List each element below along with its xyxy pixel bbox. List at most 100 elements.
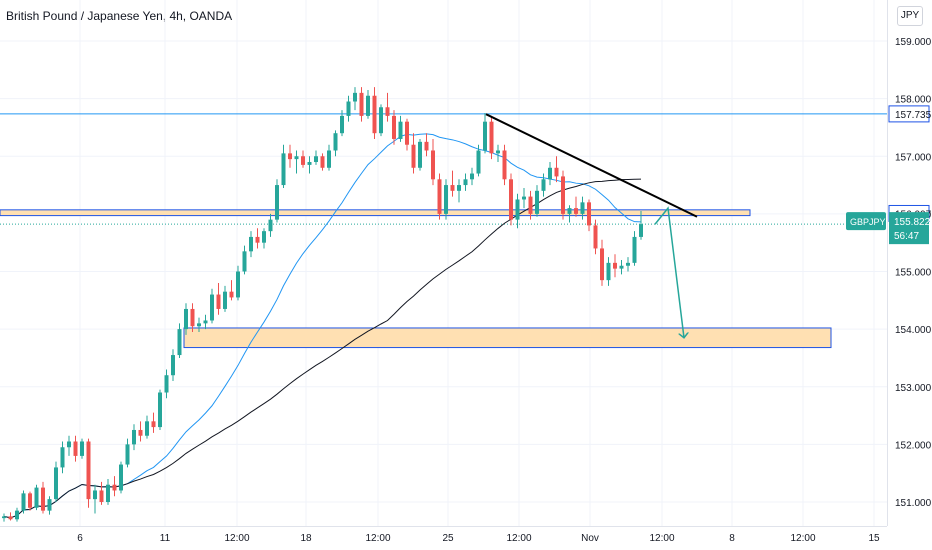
- candle-body: [2, 516, 6, 519]
- candle: [476, 144, 481, 177]
- candle: [366, 89, 370, 119]
- candle-body: [496, 150, 500, 154]
- candle: [372, 87, 377, 139]
- candle-body: [119, 464, 123, 491]
- projection-arrow: [654, 206, 684, 338]
- candle: [509, 173, 513, 226]
- candle: [281, 144, 286, 188]
- candle-body: [158, 392, 162, 428]
- candle: [496, 144, 500, 163]
- lower-zone: [183, 327, 832, 349]
- current-price-badge: [889, 212, 929, 245]
- x-tick-label: 12:00: [649, 533, 674, 544]
- candle: [307, 156, 312, 174]
- candle-body: [151, 421, 156, 428]
- candle-body: [515, 199, 520, 220]
- x-tick-label: 12:00: [365, 533, 390, 544]
- candle: [444, 179, 448, 220]
- candle-body: [73, 441, 78, 456]
- candle: [639, 210, 643, 240]
- candle-body: [457, 185, 461, 191]
- candle: [255, 228, 260, 249]
- candle: [567, 205, 572, 223]
- candle: [359, 87, 364, 122]
- candle-body: [411, 144, 416, 168]
- candle-body: [255, 236, 260, 243]
- candle: [197, 317, 201, 333]
- candle-body: [522, 196, 526, 200]
- time-axis-separator: [0, 526, 887, 527]
- candle: [138, 421, 143, 442]
- candle-body: [463, 179, 468, 186]
- candle: [353, 87, 357, 111]
- candle: [73, 435, 78, 462]
- candle: [483, 113, 487, 154]
- candle: [21, 490, 26, 514]
- candle-body: [535, 190, 539, 214]
- candle-body: [632, 236, 637, 263]
- candle-body: [145, 421, 149, 436]
- candle: [392, 110, 396, 145]
- candle: [314, 150, 318, 165]
- candle-body: [288, 153, 292, 160]
- candle-body: [333, 133, 338, 151]
- candle: [190, 303, 195, 333]
- candle: [158, 389, 162, 430]
- candle: [145, 415, 149, 439]
- x-tick-label: Nov: [581, 533, 599, 544]
- candle-body: [548, 167, 552, 180]
- candle-body: [301, 156, 305, 165]
- candle: [457, 179, 461, 203]
- candle: [301, 150, 305, 168]
- candle-body: [320, 156, 325, 168]
- candle: [60, 441, 65, 474]
- candle-body: [171, 355, 175, 376]
- candle-body: [210, 294, 214, 321]
- candle-body: [236, 271, 240, 298]
- candle-body: [67, 441, 71, 448]
- candle-body: [483, 121, 487, 151]
- candle-body: [619, 265, 624, 269]
- currency-button[interactable]: JPY: [897, 6, 923, 26]
- candle: [379, 104, 383, 137]
- candles: [2, 87, 643, 522]
- candle-body: [366, 95, 370, 116]
- candle-body: [132, 429, 136, 445]
- candle: [489, 115, 494, 160]
- candle-body: [281, 153, 286, 186]
- candle-body: [184, 308, 188, 330]
- candle: [93, 484, 97, 514]
- candle: [613, 254, 617, 278]
- candle: [210, 288, 214, 324]
- trendline: [485, 113, 698, 218]
- candle: [574, 196, 578, 217]
- candle-body: [223, 291, 227, 309]
- candle-body: [418, 141, 422, 168]
- ma-fast-line: [3, 133, 642, 519]
- upper-zone: [0, 209, 751, 217]
- candle-body: [28, 493, 32, 508]
- candle-body: [372, 95, 377, 134]
- y-tick-label: 159.000: [895, 37, 932, 48]
- candle: [626, 257, 630, 272]
- candle: [119, 461, 123, 494]
- candle: [125, 438, 130, 468]
- candle: [86, 438, 91, 508]
- y-tick-label: 157.000: [895, 152, 932, 163]
- zones: [0, 113, 887, 349]
- x-tick-label: 11: [160, 533, 171, 544]
- candle-body: [15, 510, 19, 520]
- candle: [34, 484, 39, 511]
- candle: [463, 173, 468, 191]
- candle: [554, 156, 559, 183]
- candle-body: [353, 92, 357, 102]
- candle-body: [580, 202, 585, 214]
- candle-body: [340, 115, 344, 134]
- candle: [541, 173, 546, 197]
- candle: [398, 115, 403, 142]
- candle-body: [294, 156, 299, 160]
- candle-body: [561, 176, 565, 214]
- candle: [28, 491, 32, 511]
